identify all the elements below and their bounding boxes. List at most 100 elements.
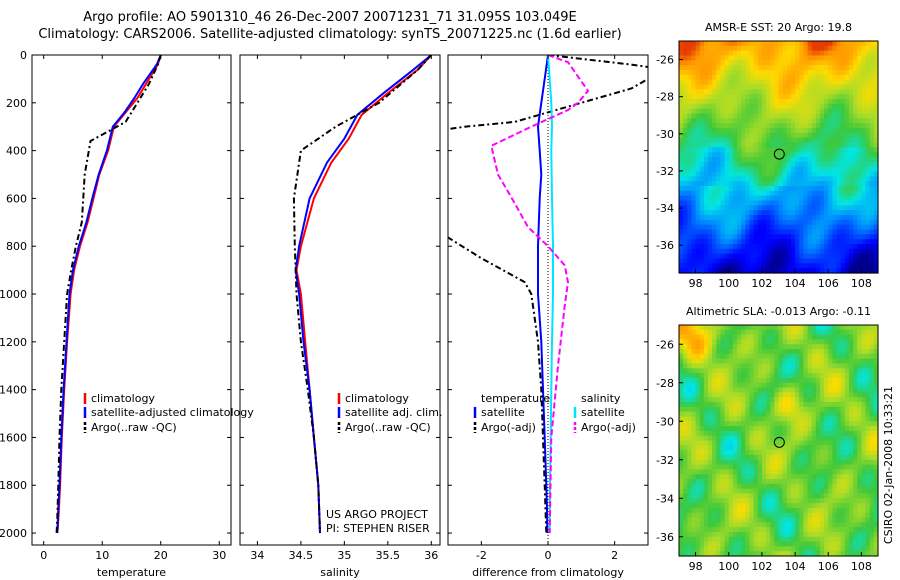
map-cell	[766, 474, 771, 480]
map-cell	[691, 171, 697, 177]
map-cell	[712, 132, 717, 139]
map-cell	[761, 166, 767, 173]
map-cell	[803, 397, 809, 403]
map-cell	[786, 253, 792, 260]
map-cell	[778, 147, 784, 153]
map-cell	[790, 536, 796, 543]
map-cell	[795, 118, 800, 124]
map-cell	[865, 392, 871, 398]
map-cell	[703, 479, 709, 485]
map-cell	[803, 65, 809, 71]
map-cell	[737, 435, 742, 442]
map-cell	[778, 416, 784, 422]
map-cell	[761, 239, 767, 245]
map-cell	[828, 402, 833, 408]
map-cell	[716, 546, 722, 552]
map-cell	[741, 65, 746, 71]
map-cell	[774, 339, 780, 345]
map-cell	[799, 517, 804, 523]
map-cell	[836, 503, 842, 509]
map-cell	[844, 531, 850, 538]
x-axis-label: difference from climatology	[472, 566, 624, 579]
map-cell	[741, 406, 746, 413]
map-cell	[848, 89, 854, 95]
map-cell	[786, 329, 792, 336]
map-cell	[873, 248, 879, 255]
map-cell	[699, 469, 705, 475]
map-cell	[803, 329, 809, 336]
map-cell	[749, 190, 755, 197]
map-cell	[737, 507, 742, 514]
map-cell	[832, 459, 838, 466]
map-cell	[807, 84, 813, 90]
map-cell	[840, 41, 846, 47]
map-cell	[708, 200, 713, 206]
map-cell	[786, 74, 792, 81]
map-cell	[853, 200, 858, 206]
map-cell	[703, 210, 709, 216]
map-cell	[753, 60, 759, 66]
map-cell	[795, 113, 800, 119]
map-cell	[778, 123, 784, 129]
map-cell	[716, 186, 722, 192]
map-cell	[857, 147, 863, 153]
map-cell	[720, 421, 726, 427]
map-cell	[782, 176, 788, 182]
map-cell	[737, 402, 742, 408]
map-cell	[840, 244, 846, 250]
map-cell	[720, 454, 726, 461]
map-cell	[848, 488, 854, 495]
map-cell	[741, 123, 746, 129]
map-cell	[844, 541, 850, 547]
map-cell	[679, 108, 684, 115]
map-cell	[679, 334, 684, 341]
legend-item-diff-argo-sal: Argo(-adj)	[581, 421, 636, 434]
map-cell	[836, 224, 842, 231]
map-cell	[695, 440, 701, 446]
map-cell	[832, 108, 838, 115]
map-cell	[815, 50, 821, 57]
map-cell	[832, 546, 838, 552]
map-cell	[761, 517, 767, 523]
map-cell	[848, 536, 854, 543]
map-cell	[732, 358, 738, 365]
map-cell	[836, 84, 842, 90]
map-cell	[716, 45, 722, 52]
map-cell	[819, 531, 825, 538]
map-cell	[795, 536, 800, 543]
map-cell	[741, 459, 746, 466]
map-cell	[803, 103, 809, 110]
map-cell	[761, 373, 767, 379]
map-cell	[683, 65, 688, 71]
map-cell	[824, 123, 829, 129]
map-cell	[774, 152, 780, 158]
map-cell	[753, 474, 759, 480]
map-cell	[757, 483, 763, 490]
map-cell	[790, 435, 796, 442]
map-cell	[861, 512, 867, 519]
map-cell	[853, 479, 858, 485]
map-cell	[716, 363, 722, 369]
map-cell	[703, 128, 709, 134]
map-cell	[757, 248, 763, 255]
map-cell	[853, 363, 858, 369]
map-cell	[799, 161, 804, 168]
map-cell	[778, 430, 784, 437]
map-cell	[807, 411, 813, 418]
map-cell	[790, 531, 796, 538]
map-cell	[778, 507, 784, 514]
map-cell	[803, 541, 809, 547]
map-cell	[861, 488, 867, 495]
map-cell	[795, 416, 800, 422]
map-cell	[716, 416, 722, 422]
map-cell	[844, 329, 850, 336]
map-cell	[778, 181, 784, 187]
map-cell	[720, 546, 726, 552]
map-cell	[720, 493, 726, 499]
map-cell	[811, 546, 817, 552]
map-cell	[770, 377, 775, 384]
map-cell	[828, 94, 833, 100]
map-cell	[782, 94, 788, 100]
map-cell	[844, 402, 850, 408]
map-cell	[790, 205, 796, 211]
